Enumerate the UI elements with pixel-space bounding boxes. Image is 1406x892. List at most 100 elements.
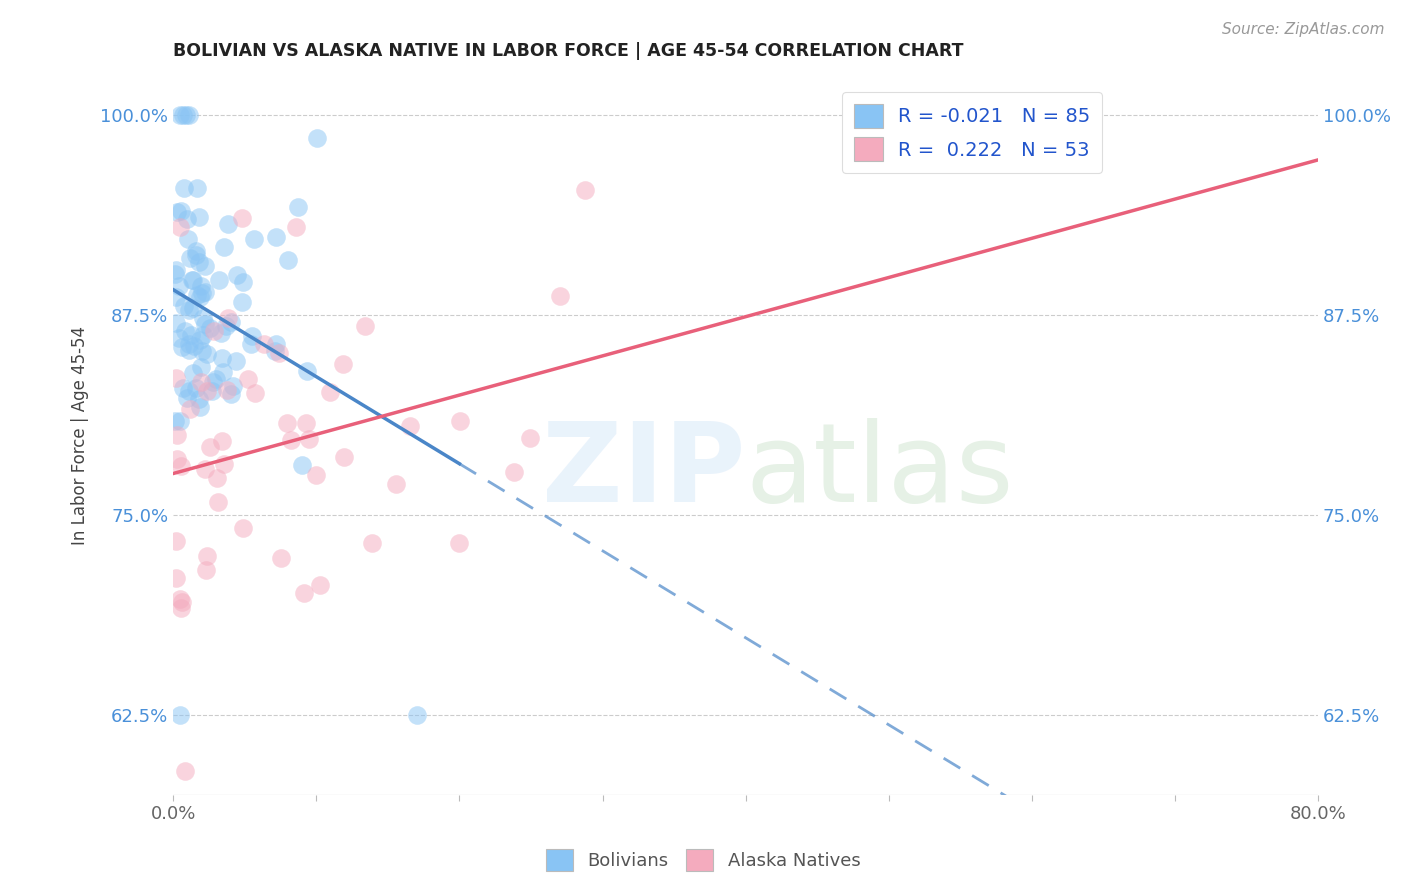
Point [548,289,571,303]
Point [188,289,211,303]
Point [177,303,200,318]
Point [207,471,229,485]
Point [385,477,408,491]
Point [264,230,287,244]
Point [173,764,195,778]
Point [503,465,526,479]
Point [219,315,242,329]
Point [170,204,193,219]
Point [191,327,214,342]
Y-axis label: In Labor Force | Age 45-54: In Labor Force | Age 45-54 [72,326,89,545]
Point [188,255,211,269]
Point [222,379,245,393]
Point [201,375,224,389]
Point [291,458,314,472]
Point [177,232,200,246]
Point [232,275,254,289]
Point [292,586,315,600]
Point [177,108,200,122]
Point [165,263,187,277]
Point [284,220,307,235]
Point [405,708,427,723]
Point [240,329,263,343]
Legend: Bolivians, Alaska Natives: Bolivians, Alaska Natives [538,842,868,879]
Point [190,359,212,374]
Point [195,549,218,563]
Point [202,324,225,338]
Point [191,344,214,359]
Point [173,324,195,338]
Point [198,320,221,334]
Point [333,450,356,464]
Point [243,231,266,245]
Point [169,414,191,428]
Point [205,372,228,386]
Point [208,272,231,286]
Point [449,536,471,550]
Point [181,366,204,380]
Point [236,371,259,385]
Point [277,253,299,268]
Point [169,708,191,723]
Point [194,259,217,273]
Point [179,402,201,417]
Point [201,384,224,398]
Point [191,285,214,300]
Point [187,210,209,224]
Point [173,300,195,314]
Point [194,563,217,577]
Point [177,384,200,399]
Point [163,267,186,281]
Point [305,467,328,482]
Point [266,336,288,351]
Text: Source: ZipAtlas.com: Source: ZipAtlas.com [1222,22,1385,37]
Point [225,353,247,368]
Point [188,401,211,415]
Point [195,346,218,360]
Point [200,440,222,454]
Point [174,108,197,122]
Point [186,381,208,395]
Text: atlas: atlas [745,417,1014,524]
Point [165,316,187,330]
Point [361,536,384,550]
Point [181,273,204,287]
Point [188,392,211,407]
Point [332,357,354,371]
Point [183,338,205,352]
Point [215,318,238,333]
Point [169,279,191,293]
Point [240,337,263,351]
Point [287,200,309,214]
Point [165,371,187,385]
Point [211,351,233,365]
Point [172,108,194,122]
Text: BOLIVIAN VS ALASKA NATIVE IN LABOR FORCE | AGE 45-54 CORRELATION CHART: BOLIVIAN VS ALASKA NATIVE IN LABOR FORCE… [173,42,963,60]
Point [231,295,253,310]
Point [217,311,239,326]
Point [170,340,193,354]
Point [172,381,194,395]
Point [186,181,208,195]
Point [180,273,202,287]
Point [280,433,302,447]
Point [217,217,239,231]
Point [226,268,249,283]
Point [276,416,298,430]
Point [163,414,186,428]
Point [191,311,214,326]
Point [209,326,232,340]
Point [354,319,377,334]
Point [169,220,191,235]
Point [253,337,276,351]
Point [173,181,195,195]
Point [195,384,218,398]
Point [177,343,200,357]
Point [194,285,217,299]
Point [165,290,187,304]
Point [211,365,233,379]
Point [269,346,291,360]
Point [165,533,187,548]
Point [186,288,208,302]
Point [231,211,253,225]
